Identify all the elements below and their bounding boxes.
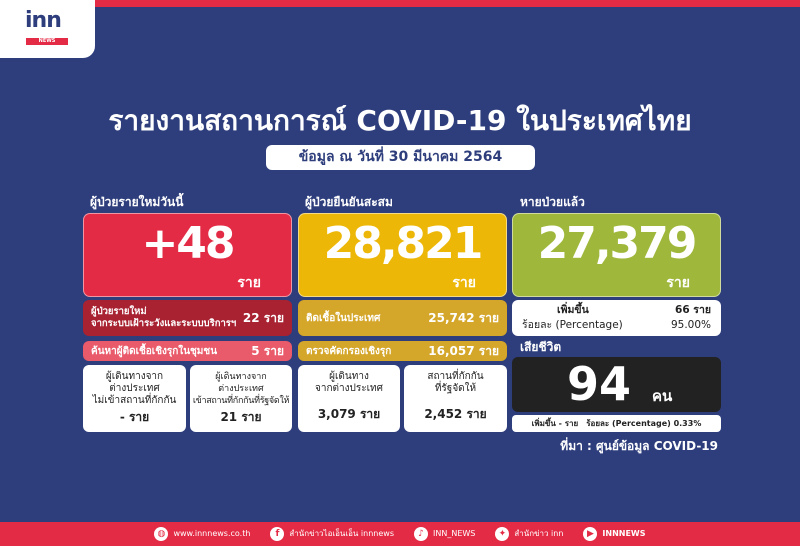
footer-website[interactable]: ◍ www.innnews.co.th: [154, 527, 250, 541]
domestic-row: ติดเชื้อในประเทศ 25,742 ราย: [298, 300, 507, 336]
line: สถานที่กักกัน: [427, 371, 484, 382]
value: 3,079 ราย: [317, 407, 381, 421]
community-label: ค้นหาผู้ติดเชื้อเชิงรุกในชุมชน: [91, 345, 218, 357]
twitter-icon: ✦: [495, 527, 510, 541]
travel-no-quarantine-card: ผู้เดินทางจาก ต่างประเทศ ไม่เข้าสถานที่ก…: [83, 365, 186, 432]
tiktok-icon: ♪: [414, 527, 428, 541]
active-screening-value: 16,057 ราย: [428, 343, 499, 358]
community-value: 5 ราย: [251, 343, 284, 358]
value: 21 ราย: [220, 410, 262, 424]
surveillance-row: ผู้ป่วยรายใหม่ จากระบบเฝ้าระวังและระบบบริ…: [83, 300, 292, 336]
recovered-increase-label: เพิ่มขึ้น: [557, 304, 589, 316]
recovered-increase-value: 66 ราย: [675, 304, 711, 316]
footer-facebook[interactable]: f สำนักข่าวไอเอ็นเอ็น innnews: [270, 527, 394, 541]
footer-twitter[interactable]: ✦ สำนักข่าว inn: [495, 527, 563, 541]
footer-text: INNNEWS: [602, 529, 646, 538]
value: 2,452 ราย: [424, 407, 487, 421]
cumulative-unit: ราย: [452, 275, 476, 291]
footer: ◍ www.innnews.co.th f สำนักข่าวไอเอ็นเอ็น …: [0, 522, 800, 546]
surveillance-label-1: ผู้ป่วยรายใหม่: [91, 306, 147, 317]
recovered-label: หายป่วยแล้ว: [520, 195, 585, 209]
deaths-unit: คน: [652, 387, 673, 405]
logo-text: inn: [25, 8, 62, 33]
active-screening-row: ตรวจคัดกรองเชิงรุก 16,057 ราย: [298, 341, 507, 361]
cumulative-value: 28,821: [323, 218, 484, 269]
active-screening-label: ตรวจคัดกรองเชิงรุก: [306, 345, 392, 357]
new-cases-unit: ราย: [237, 275, 261, 291]
line: ที่รัฐจัดให้: [434, 383, 477, 394]
footer-text: www.innnews.co.th: [173, 529, 251, 538]
footer-text: สำนักข่าวไอเอ็นเอ็น innnews: [289, 529, 394, 538]
surveillance-label-2: จากระบบเฝ้าระวังและระบบบริการฯ: [91, 318, 237, 329]
deaths-pct: ร้อยละ (Percentage) 0.33%: [586, 418, 702, 428]
line: ต่างประเทศ: [218, 384, 264, 394]
recovered-unit: ราย: [666, 275, 690, 291]
cumulative-card: 28,821 ราย: [298, 213, 507, 297]
line: ผู้เดินทาง: [329, 371, 369, 382]
value: - ราย: [119, 410, 150, 424]
cumulative-label: ผู้ป่วยยืนยันสะสม: [305, 195, 393, 209]
page-title: รายงานสถานการณ์ COVID-19 ในประเทศไทย: [108, 104, 692, 137]
footer-tiktok[interactable]: ♪ INN_NEWS: [414, 527, 475, 541]
domestic-label: ติดเชื้อในประเทศ: [306, 312, 381, 324]
recovered-value: 27,379: [537, 218, 698, 269]
line: เข้าสถานที่กักกันที่รัฐจัดให้: [192, 396, 290, 406]
recovered-pct-value: 95.00%: [670, 319, 711, 331]
footer-text: INN_NEWS: [433, 529, 476, 538]
line: จากต่างประเทศ: [315, 383, 383, 394]
deaths-card: 94 คน: [512, 357, 721, 412]
line: ผู้เดินทางจาก: [215, 372, 267, 382]
footer-text: สำนักข่าว inn: [514, 529, 564, 538]
deaths-detail: เพิ่มขึ้น - ราย ร้อยละ (Percentage) 0.33…: [512, 415, 721, 432]
line: ต่างประเทศ: [109, 383, 160, 394]
travel-quarantine-card: ผู้เดินทางจาก ต่างประเทศ เข้าสถานที่กักก…: [190, 365, 292, 432]
deaths-increase: เพิ่มขึ้น - ราย: [531, 418, 579, 428]
recovered-detail: เพิ่มขึ้น 66 ราย ร้อยละ (Percentage) 95.00…: [512, 300, 721, 336]
line: ไม่เข้าสถานที่กักกัน: [92, 395, 177, 406]
youtube-icon: ▶: [583, 527, 598, 541]
recovered-card: 27,379 ราย: [512, 213, 721, 297]
deaths-label: เสียชีวิต: [520, 340, 562, 354]
travelers-card: ผู้เดินทาง จากต่างประเทศ 3,079 ราย: [298, 365, 400, 432]
logo-sub: NEWS: [26, 38, 68, 45]
state-quarantine-card: สถานที่กักกัน ที่รัฐจัดให้ 2,452 ราย: [404, 365, 507, 432]
recovered-pct-label: ร้อยละ (Percentage): [522, 319, 623, 331]
new-cases-value: +48: [141, 218, 235, 269]
source-note: ที่มา : ศูนย์ข้อมูล COVID-19: [560, 439, 718, 453]
new-cases-label: ผู้ป่วยรายใหม่วันนี้: [90, 195, 184, 209]
surveillance-value: 22 ราย: [242, 310, 284, 325]
globe-icon: ◍: [154, 527, 169, 541]
community-row: ค้นหาผู้ติดเชื้อเชิงรุกในชุมชน 5 ราย: [83, 341, 292, 361]
top-bar: [0, 0, 800, 7]
new-cases-card: +48 ราย: [83, 213, 292, 297]
date-subtitle: ข้อมูล ณ วันที่ 30 มีนาคม 2564: [266, 145, 535, 170]
facebook-icon: f: [270, 527, 285, 541]
domestic-value: 25,742 ราย: [428, 310, 499, 325]
footer-youtube[interactable]: ▶ INNNEWS: [583, 527, 646, 541]
deaths-value: 94: [567, 357, 632, 411]
logo: [0, 0, 95, 58]
line: ผู้เดินทางจาก: [105, 371, 164, 382]
